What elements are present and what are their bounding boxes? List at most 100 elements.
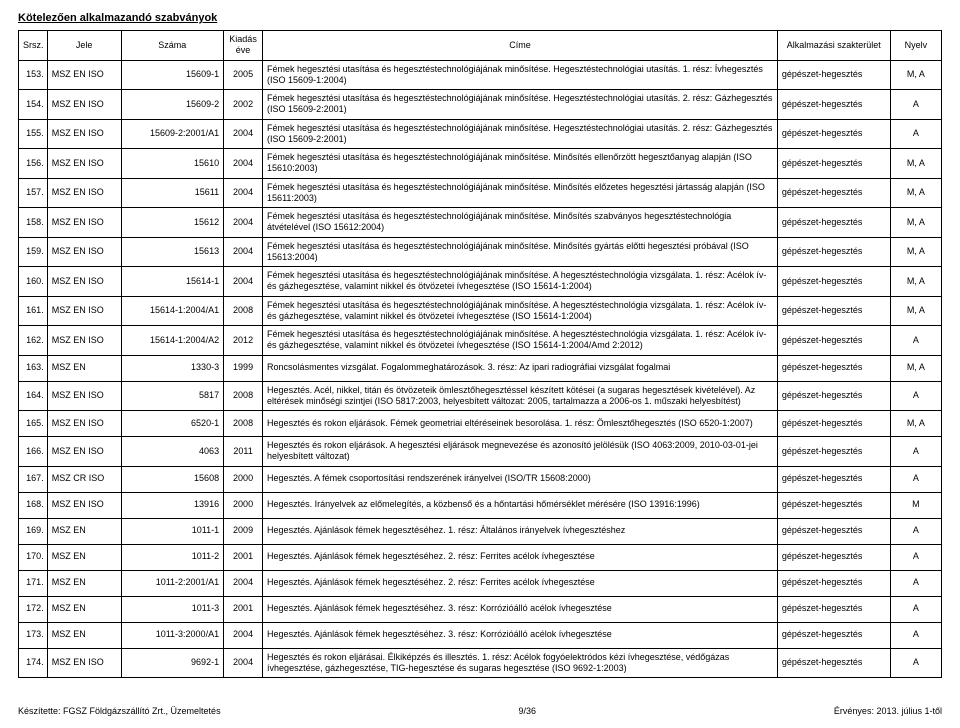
cell-jele: MSZ EN [47, 544, 121, 570]
cell-szama: 4063 [121, 437, 224, 467]
cell-szama: 9692-1 [121, 648, 224, 678]
table-row: 173.MSZ EN1011-3:2000/A12004Hegesztés. A… [19, 622, 942, 648]
col-header-szak: Alkalmazási szakterület [777, 31, 890, 61]
cell-szama: 15614-1:2004/A2 [121, 326, 224, 356]
col-header-nyelv: Nyelv [890, 31, 941, 61]
cell-szak: gépészet-hegesztés [777, 119, 890, 149]
cell-szak: gépészet-hegesztés [777, 326, 890, 356]
cell-jele: MSZ EN ISO [47, 326, 121, 356]
cell-szama: 15609-2:2001/A1 [121, 119, 224, 149]
cell-nyelv: M, A [890, 178, 941, 208]
cell-ev: 2001 [224, 544, 263, 570]
cell-szama: 15611 [121, 178, 224, 208]
cell-cime: Roncsolásmentes vizsgálat. Fogalommeghat… [263, 355, 778, 381]
cell-cime: Hegesztés és rokon eljárások. A hegeszté… [263, 437, 778, 467]
cell-cime: Fémek hegesztési utasítása és hegesztést… [263, 237, 778, 267]
table-row: 159.MSZ EN ISO156132004Fémek hegesztési … [19, 237, 942, 267]
cell-srsz: 156. [19, 149, 48, 179]
table-row: 163.MSZ EN1330-31999Roncsolásmentes vizs… [19, 355, 942, 381]
cell-ev: 2009 [224, 518, 263, 544]
cell-cime: Fémek hegesztési utasítása és hegesztést… [263, 119, 778, 149]
cell-jele: MSZ CR ISO [47, 466, 121, 492]
cell-srsz: 159. [19, 237, 48, 267]
cell-szama: 15612 [121, 208, 224, 238]
cell-jele: MSZ EN ISO [47, 648, 121, 678]
cell-szama: 1011-1 [121, 518, 224, 544]
cell-cime: Fémek hegesztési utasítása és hegesztést… [263, 90, 778, 120]
cell-srsz: 153. [19, 60, 48, 90]
cell-nyelv: M, A [890, 237, 941, 267]
table-row: 160.MSZ EN ISO15614-12004Fémek hegesztés… [19, 267, 942, 297]
table-row: 158.MSZ EN ISO156122004Fémek hegesztési … [19, 208, 942, 238]
cell-jele: MSZ EN [47, 518, 121, 544]
cell-szak: gépészet-hegesztés [777, 544, 890, 570]
cell-ev: 1999 [224, 355, 263, 381]
cell-nyelv: A [890, 437, 941, 467]
cell-srsz: 166. [19, 437, 48, 467]
cell-szak: gépészet-hegesztés [777, 648, 890, 678]
cell-nyelv: A [890, 648, 941, 678]
cell-szak: gépészet-hegesztés [777, 178, 890, 208]
cell-szama: 13916 [121, 492, 224, 518]
cell-nyelv: A [890, 570, 941, 596]
cell-srsz: 170. [19, 544, 48, 570]
cell-srsz: 158. [19, 208, 48, 238]
table-row: 162.MSZ EN ISO15614-1:2004/A22012Fémek h… [19, 326, 942, 356]
cell-nyelv: M, A [890, 296, 941, 326]
cell-jele: MSZ EN ISO [47, 267, 121, 297]
footer-left: Készítette: FGSZ Földgázszállító Zrt., Ü… [18, 706, 221, 716]
cell-jele: MSZ EN [47, 355, 121, 381]
cell-cime: Hegesztés és rokon eljárásai. Élkiképzés… [263, 648, 778, 678]
cell-szama: 1011-2:2001/A1 [121, 570, 224, 596]
cell-jele: MSZ EN [47, 570, 121, 596]
col-header-szama: Száma [121, 31, 224, 61]
cell-srsz: 163. [19, 355, 48, 381]
cell-jele: MSZ EN ISO [47, 381, 121, 411]
cell-cime: Hegesztés. Acél, nikkel, titán és ötvöze… [263, 381, 778, 411]
cell-ev: 2004 [224, 208, 263, 238]
cell-cime: Hegesztés. Ajánlások fémek hegesztéséhez… [263, 544, 778, 570]
cell-nyelv: A [890, 518, 941, 544]
table-row: 167.MSZ CR ISO156082000Hegesztés. A féme… [19, 466, 942, 492]
cell-szak: gépészet-hegesztés [777, 296, 890, 326]
cell-nyelv: A [890, 381, 941, 411]
col-header-ev: Kiadás éve [224, 31, 263, 61]
table-row: 154.MSZ EN ISO15609-22002Fémek hegesztés… [19, 90, 942, 120]
table-header-row: Srsz. Jele Száma Kiadás éve Címe Alkalma… [19, 31, 942, 61]
table-row: 166.MSZ EN ISO40632011Hegesztés és rokon… [19, 437, 942, 467]
cell-szak: gépészet-hegesztés [777, 622, 890, 648]
cell-srsz: 171. [19, 570, 48, 596]
table-row: 157.MSZ EN ISO156112004Fémek hegesztési … [19, 178, 942, 208]
cell-jele: MSZ EN ISO [47, 296, 121, 326]
cell-srsz: 155. [19, 119, 48, 149]
table-row: 169.MSZ EN1011-12009Hegesztés. Ajánlások… [19, 518, 942, 544]
cell-cime: Hegesztés. Ajánlások fémek hegesztéséhez… [263, 622, 778, 648]
cell-nyelv: M, A [890, 60, 941, 90]
cell-srsz: 160. [19, 267, 48, 297]
table-row: 161.MSZ EN ISO15614-1:2004/A12008Fémek h… [19, 296, 942, 326]
cell-ev: 2001 [224, 596, 263, 622]
standards-table: Srsz. Jele Száma Kiadás éve Címe Alkalma… [18, 30, 942, 678]
cell-cime: Hegesztés. A fémek csoportosítási rendsz… [263, 466, 778, 492]
page-footer: Készítette: FGSZ Földgázszállító Zrt., Ü… [18, 706, 942, 716]
cell-szama: 6520-1 [121, 411, 224, 437]
cell-nyelv: M, A [890, 411, 941, 437]
cell-szak: gépészet-hegesztés [777, 149, 890, 179]
cell-szama: 15609-2 [121, 90, 224, 120]
cell-szama: 1011-3:2000/A1 [121, 622, 224, 648]
cell-ev: 2002 [224, 90, 263, 120]
cell-jele: MSZ EN [47, 596, 121, 622]
cell-jele: MSZ EN ISO [47, 119, 121, 149]
cell-ev: 2008 [224, 296, 263, 326]
page-title: Kötelezően alkalmazandó szabványok [18, 12, 942, 24]
cell-jele: MSZ EN [47, 622, 121, 648]
cell-szak: gépészet-hegesztés [777, 60, 890, 90]
cell-jele: MSZ EN ISO [47, 492, 121, 518]
cell-ev: 2004 [224, 237, 263, 267]
cell-nyelv: M, A [890, 149, 941, 179]
cell-szak: gépészet-hegesztés [777, 466, 890, 492]
table-row: 153.MSZ EN ISO15609-12005Fémek hegesztés… [19, 60, 942, 90]
cell-jele: MSZ EN ISO [47, 437, 121, 467]
cell-srsz: 172. [19, 596, 48, 622]
cell-cime: Hegesztés. Ajánlások fémek hegesztéséhez… [263, 570, 778, 596]
